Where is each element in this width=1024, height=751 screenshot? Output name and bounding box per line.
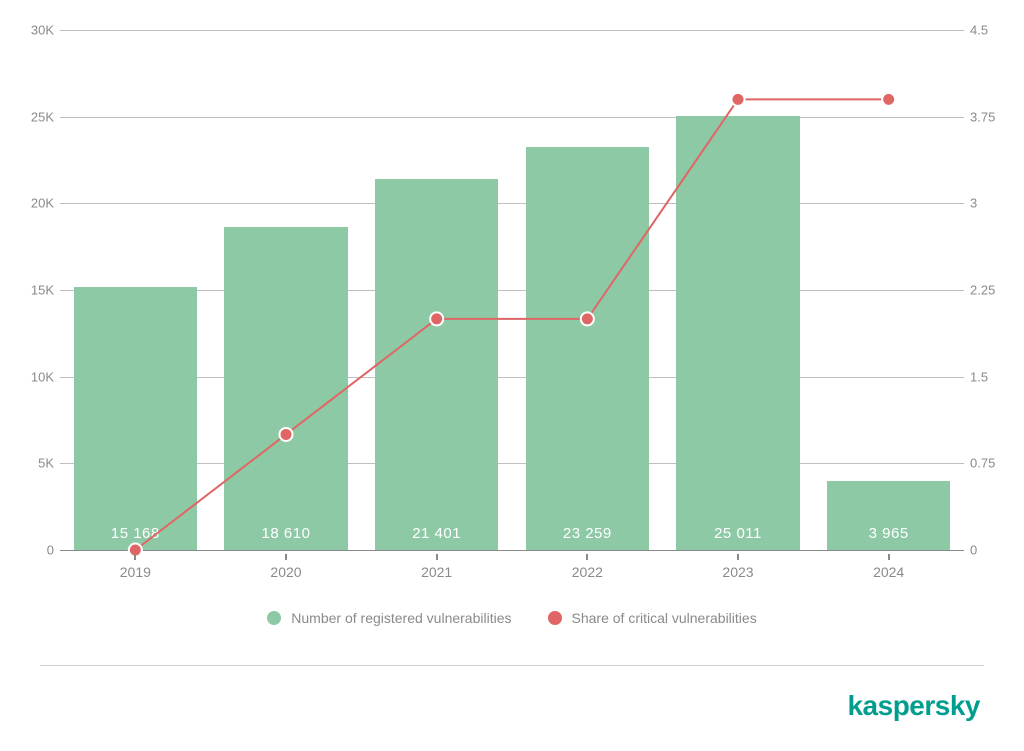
y-left-tick-label: 20K bbox=[20, 196, 54, 211]
y-left-tick-label: 25K bbox=[20, 109, 54, 124]
legend: Number of registered vulnerabilities Shar… bbox=[0, 610, 1024, 628]
y-left-tick-label: 5K bbox=[20, 456, 54, 471]
line-marker bbox=[430, 312, 443, 325]
y-right-tick-label: 3 bbox=[970, 196, 1004, 211]
x-axis: 2019 2020 2021 2022 2023 2024 bbox=[60, 554, 964, 584]
brand-logo: kaspersky bbox=[847, 690, 980, 722]
x-tick-label: 2023 bbox=[722, 564, 753, 580]
x-tick-label: 2020 bbox=[270, 564, 301, 580]
legend-item: Share of critical vulnerabilities bbox=[548, 610, 757, 626]
line-marker bbox=[732, 93, 745, 106]
y-right-tick-label: 0 bbox=[970, 543, 1004, 558]
plot-area: 005K0.7510K1.515K2.2520K325K3.7530K4.5 1… bbox=[60, 30, 964, 550]
gridline bbox=[60, 550, 964, 551]
y-left-tick-label: 30K bbox=[20, 23, 54, 38]
divider bbox=[40, 665, 984, 666]
x-tick-label: 2024 bbox=[873, 564, 904, 580]
y-right-tick-label: 0.75 bbox=[970, 456, 1004, 471]
x-tick bbox=[285, 554, 287, 560]
y-left-tick-label: 15K bbox=[20, 283, 54, 298]
x-tick-label: 2019 bbox=[120, 564, 151, 580]
line-marker bbox=[280, 428, 293, 441]
y-right-tick-label: 1.5 bbox=[970, 369, 1004, 384]
line-overlay bbox=[60, 30, 964, 550]
x-tick-label: 2022 bbox=[572, 564, 603, 580]
y-right-tick-label: 4.5 bbox=[970, 23, 1004, 38]
y-right-tick-label: 2.25 bbox=[970, 283, 1004, 298]
x-tick bbox=[888, 554, 890, 560]
chart-container: 005K0.7510K1.515K2.2520K325K3.7530K4.5 1… bbox=[0, 0, 1024, 751]
line-marker bbox=[581, 312, 594, 325]
legend-label: Number of registered vulnerabilities bbox=[291, 610, 511, 626]
x-tick bbox=[436, 554, 438, 560]
legend-swatch bbox=[548, 611, 562, 625]
legend-label: Share of critical vulnerabilities bbox=[572, 610, 757, 626]
x-tick bbox=[737, 554, 739, 560]
line-marker bbox=[882, 93, 895, 106]
y-left-tick-label: 10K bbox=[20, 369, 54, 384]
y-right-tick-label: 3.75 bbox=[970, 109, 1004, 124]
x-tick-label: 2021 bbox=[421, 564, 452, 580]
x-tick bbox=[134, 554, 136, 560]
y-left-tick-label: 0 bbox=[20, 543, 54, 558]
line-path bbox=[135, 99, 888, 550]
legend-item: Number of registered vulnerabilities bbox=[267, 610, 511, 626]
x-tick bbox=[586, 554, 588, 560]
legend-swatch bbox=[267, 611, 281, 625]
